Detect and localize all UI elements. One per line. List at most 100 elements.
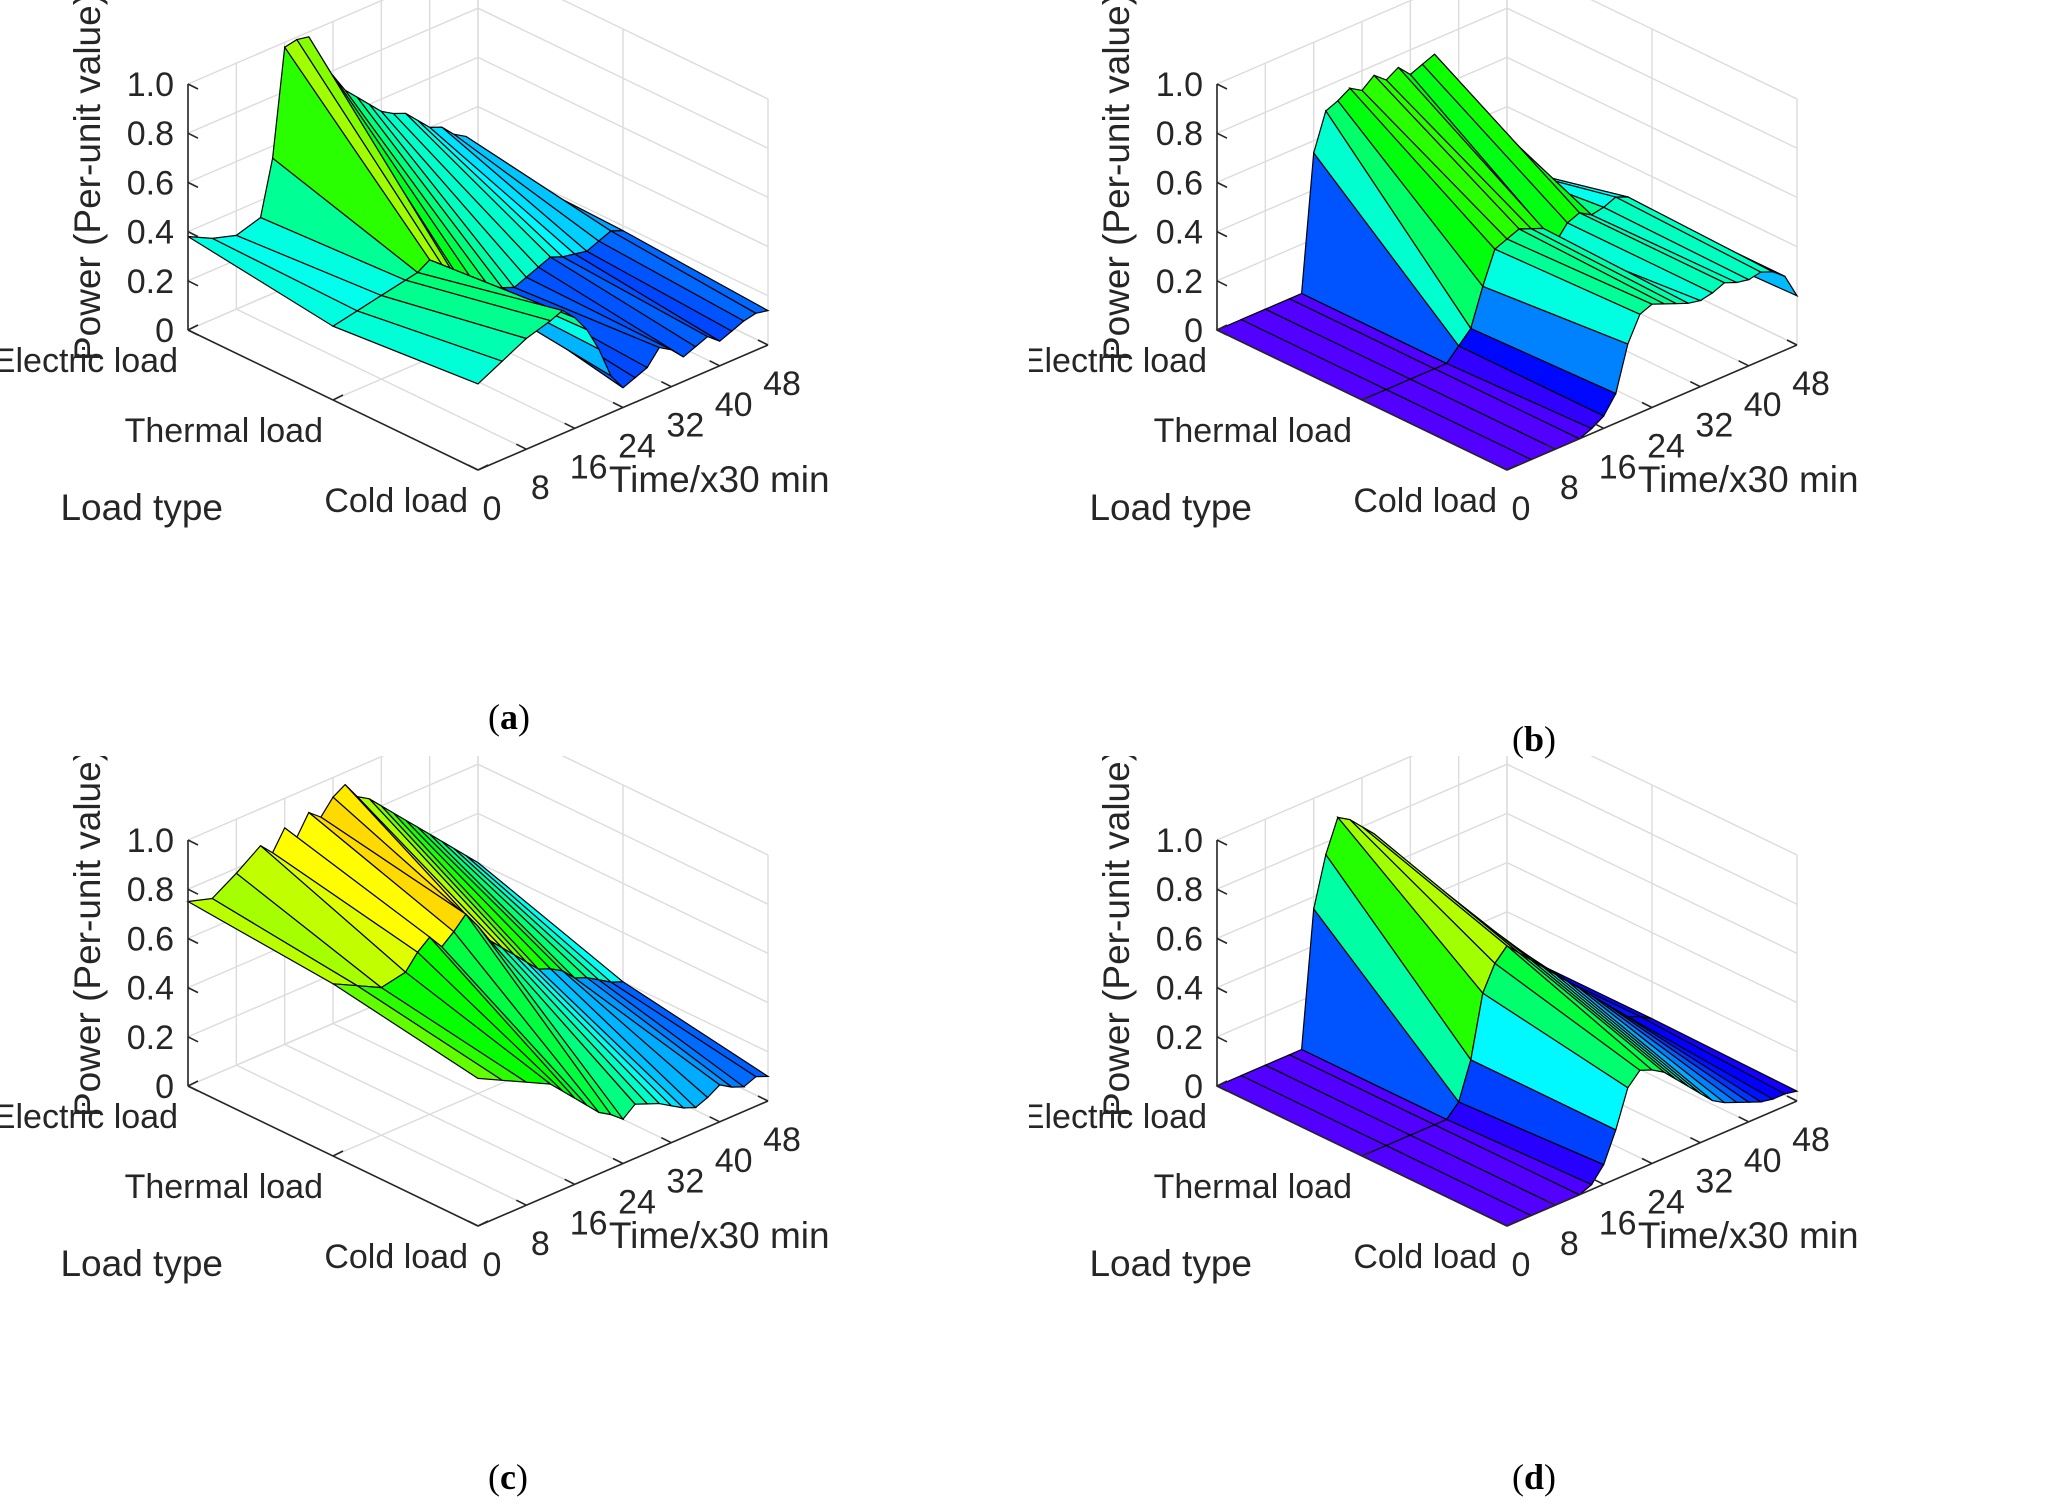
x-axis-title: Time/x30 min [1638, 1215, 1859, 1256]
z-tick-label: 1.0 [1156, 822, 1203, 860]
x-tick [1593, 422, 1605, 430]
x-tick-label: 0 [1512, 490, 1531, 528]
y-tick [1216, 324, 1228, 331]
y-tick-label: Thermal load [1154, 1168, 1352, 1206]
y-tick [1506, 464, 1518, 471]
y-axis-title: Load type [60, 487, 223, 528]
x-tick-label: 0 [483, 1246, 502, 1284]
x-tick [564, 422, 576, 430]
z-tick-label: 0.4 [127, 970, 174, 1008]
x-tick-label: 40 [1744, 386, 1782, 424]
x-tick-label: 48 [763, 1121, 801, 1159]
x-tick [1786, 339, 1798, 346]
z-tick [1216, 280, 1228, 287]
z-tick-label: 0.8 [127, 115, 174, 153]
z-tick-label: 0.8 [1156, 871, 1203, 909]
x-tick-label: 32 [666, 1163, 704, 1201]
x-tick-label: 40 [1744, 1142, 1782, 1180]
z-tick-label: 0.2 [127, 263, 174, 301]
x-tick-label: 16 [1599, 448, 1637, 486]
x-tick [1641, 401, 1653, 409]
chart-panel-c: 0 0.2 0.4 0.6 0.8 1.0 0 8 16 24 32 40 48 Electric loa… [0, 756, 1028, 1512]
caption-a: (a) [488, 697, 530, 737]
chart-panel-a: 0 0.2 0.4 0.6 0.8 1.0 0 8 16 24 32 40 48 Electric loa… [0, 0, 1028, 756]
x-tick-label: 16 [570, 1204, 608, 1242]
y-tick-label: Electric load [0, 1098, 178, 1136]
x-tick-label: 0 [483, 490, 502, 528]
z-tick [1216, 1085, 1228, 1092]
y-tick-label: Electric load [1029, 1098, 1207, 1136]
chart-panel-d: 0 0.2 0.4 0.6 0.8 1.0 0 8 16 24 32 40 48 Electric loa… [1029, 756, 2057, 1512]
x-tick [1786, 1095, 1798, 1102]
z-axis-title: Power (Per-unit value) [1096, 0, 1137, 361]
z-tick-label: 1.0 [127, 66, 174, 104]
x-tick-label: 0 [1512, 1246, 1531, 1284]
x-tick-label: 24 [1647, 1184, 1685, 1222]
x-tick [467, 464, 479, 471]
surface [1215, 53, 1799, 471]
y-tick-label: Electric load [0, 342, 178, 380]
y-tick-label: Cold load [324, 1238, 468, 1276]
y-tick-label: Thermal load [125, 412, 323, 450]
z-tick [187, 132, 199, 139]
x-tick [1689, 1136, 1701, 1144]
x-tick-label: 32 [666, 407, 704, 445]
z-tick-label: 0.2 [1156, 263, 1203, 301]
z-tick [1216, 937, 1228, 945]
x-tick [564, 1178, 576, 1186]
z-tick [1216, 888, 1228, 895]
x-tick [709, 360, 721, 367]
x-tick [467, 1220, 479, 1227]
y-tick [1361, 1150, 1373, 1157]
y-tick [1361, 394, 1373, 401]
z-gridline [187, 756, 769, 856]
z-tick [187, 1036, 199, 1043]
x-tick [1738, 360, 1750, 367]
z-tick [187, 230, 199, 238]
z-tick [1216, 986, 1228, 994]
z-tick [187, 329, 199, 336]
z-tick [1216, 83, 1228, 90]
z-tick [187, 986, 199, 994]
z-tick-label: 0.6 [127, 164, 174, 202]
z-tick [1216, 132, 1228, 139]
z-tick-label: 0.6 [1156, 920, 1203, 958]
x-tick-label: 40 [715, 386, 753, 424]
z-tick-label: 0 [1184, 312, 1203, 350]
x-axis-title: Time/x30 min [609, 1215, 830, 1256]
z-gridline [1216, 756, 1798, 856]
x-tick [660, 1136, 672, 1144]
y-tick-label: Cold load [1353, 482, 1497, 520]
x-tick [757, 339, 769, 346]
x-tick-label: 24 [618, 428, 656, 466]
x-tick-label: 8 [1560, 1225, 1579, 1263]
y-tick-label: Thermal load [125, 1168, 323, 1206]
surface [1215, 816, 1799, 1227]
surface-patch [332, 983, 503, 1081]
z-tick-label: 0.6 [1156, 164, 1203, 202]
z-axis-title: Power (Per-unit value) [67, 0, 108, 361]
caption-c: (c) [488, 1457, 528, 1497]
z-tick [1216, 839, 1228, 846]
x-tick-label: 8 [1560, 469, 1579, 507]
y-tick-label: Electric load [1029, 342, 1207, 380]
x-tick-label: 8 [531, 1225, 550, 1263]
caption-b: (b) [1512, 719, 1557, 759]
x-tick [1641, 1157, 1653, 1165]
z-tick [187, 888, 199, 895]
x-tick [1544, 1199, 1556, 1206]
caption-d: (d) [1512, 1457, 1557, 1497]
z-tick [187, 937, 199, 945]
z-tick [1216, 1036, 1228, 1043]
y-tick-label: Cold load [1353, 1238, 1497, 1276]
z-tick-label: 0 [1184, 1068, 1203, 1106]
z-tick [1216, 230, 1228, 238]
x-tick [1689, 380, 1701, 388]
z-tick [187, 1085, 199, 1092]
y-tick [477, 464, 489, 471]
y-tick [332, 394, 344, 401]
